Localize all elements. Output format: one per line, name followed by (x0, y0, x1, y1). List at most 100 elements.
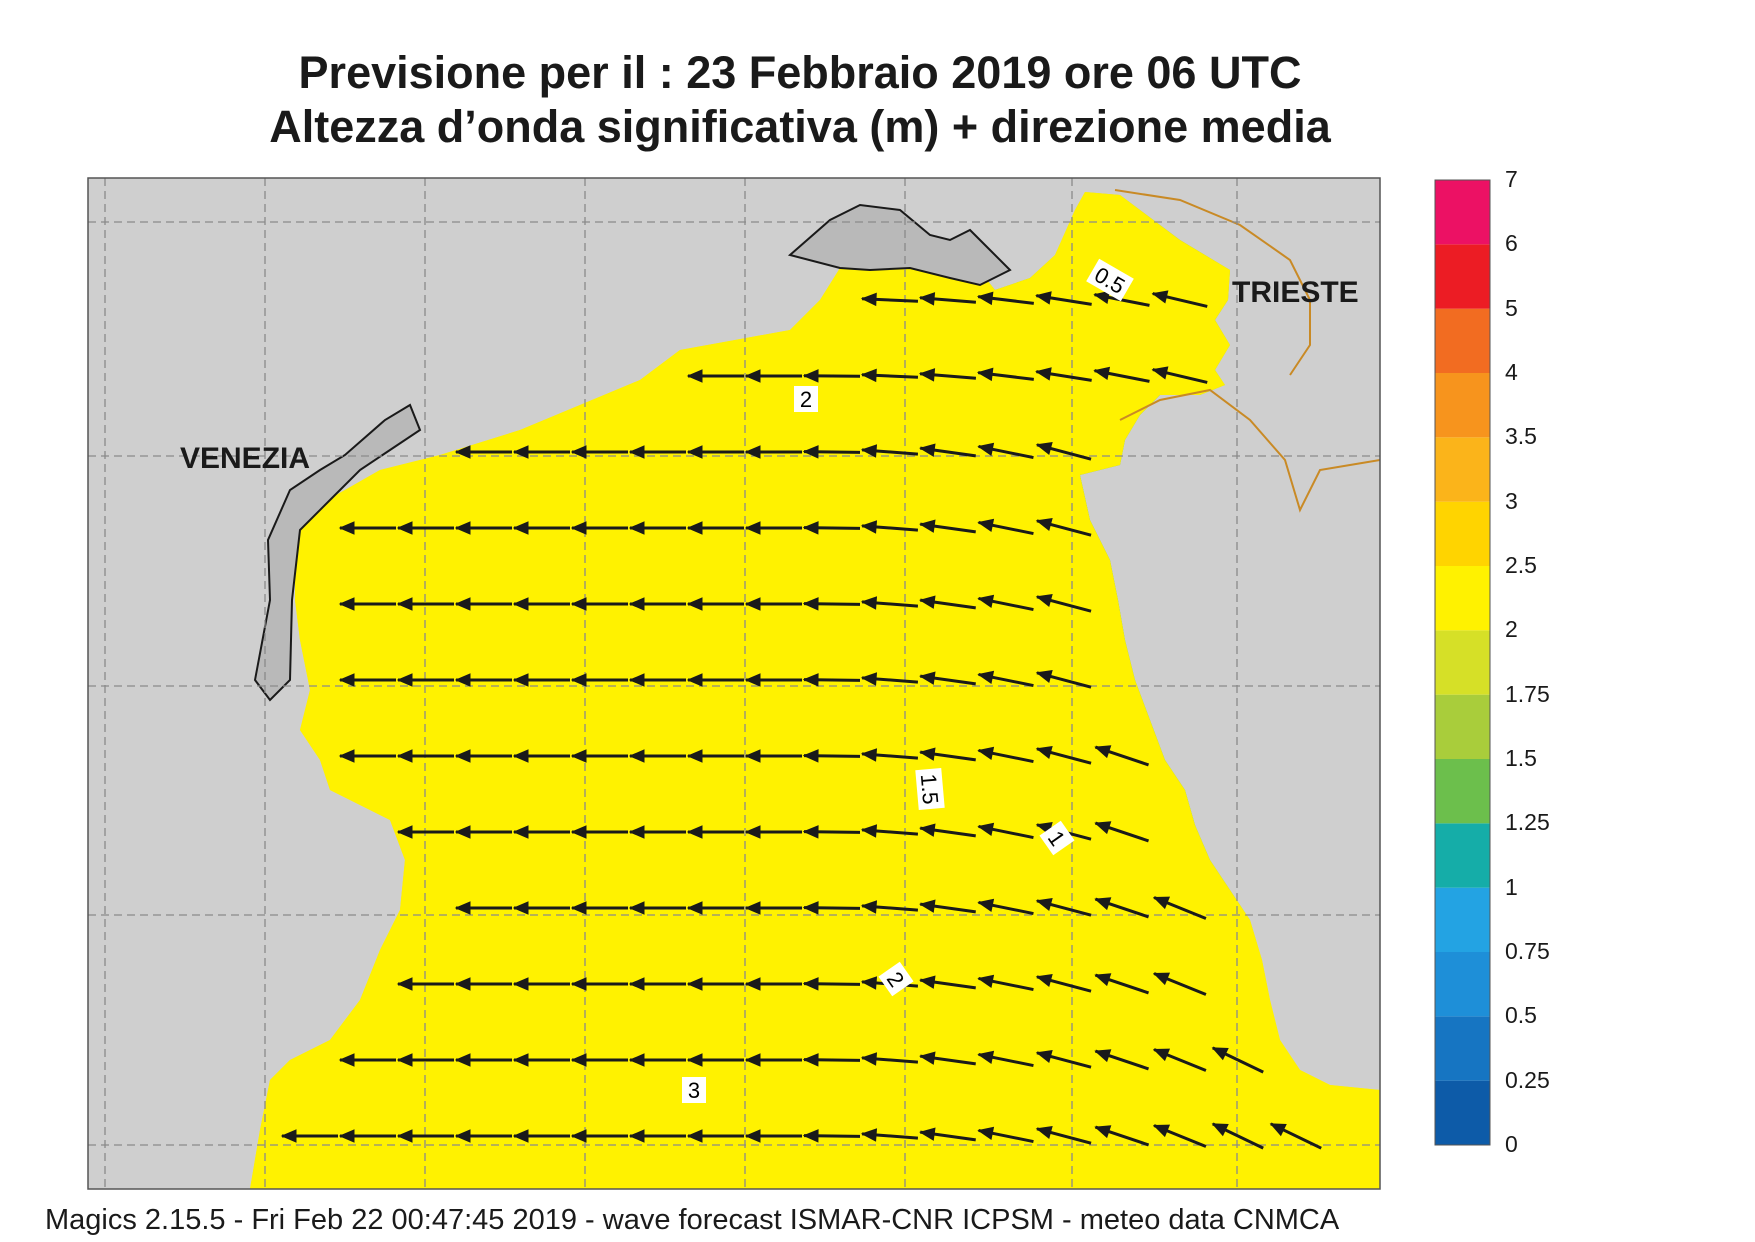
arrow-head (1035, 291, 1052, 305)
arrow-head (860, 824, 878, 838)
arrow-head (919, 1127, 936, 1141)
arrow-head (454, 445, 471, 459)
arrow-head (454, 1129, 471, 1143)
direction-arrows (280, 290, 1322, 1150)
colorbar-tick-label: 0.25 (1505, 1066, 1550, 1093)
colorbar-segment (1435, 952, 1490, 1017)
arrow-head (860, 444, 878, 458)
map-area: 0.5 2 1.5 1 2 3 VENEZIA (88, 178, 1380, 1189)
arrow-head (454, 521, 471, 535)
arrow-head (802, 749, 819, 763)
arrow-head (1035, 897, 1053, 912)
arrow-head (338, 749, 355, 763)
arrow-head (338, 521, 355, 535)
arrow-head (744, 825, 761, 839)
arrow-head (977, 1126, 995, 1140)
arrow-head (860, 292, 877, 307)
colorbar (1434, 179, 1491, 1146)
arrow-head (1094, 1125, 1112, 1139)
arrow-head (512, 749, 529, 763)
arrow-head (744, 749, 761, 763)
arrow-head (1211, 1123, 1229, 1137)
colorbar-segment (1435, 180, 1490, 245)
colorbar-tick-label: 2 (1505, 616, 1518, 643)
arrow-head (860, 520, 878, 534)
arrow-head (686, 369, 703, 383)
arrow-head (802, 1129, 819, 1143)
arrow-head (744, 1129, 761, 1143)
colorbar-segment (1435, 630, 1490, 695)
arrow-head (570, 597, 587, 611)
arrow-head (1094, 821, 1112, 835)
arrow-head (1035, 745, 1053, 760)
colorbar-tick-label: 0.75 (1505, 938, 1550, 964)
arrow-head (628, 673, 645, 687)
svg-text:3: 3 (688, 1078, 700, 1103)
arrow-head (860, 672, 878, 686)
arrow-head (686, 977, 703, 991)
arrow-head (802, 597, 819, 611)
arrow-head (860, 900, 878, 914)
arrow-head (396, 825, 413, 839)
arrow-head (396, 977, 413, 991)
arrow-head (454, 825, 471, 839)
arrow-head (396, 673, 413, 687)
svg-text:2: 2 (800, 387, 812, 412)
arrow-head (977, 746, 995, 760)
arrow-head (686, 825, 703, 839)
arrow-head (802, 521, 819, 535)
arrow-head (628, 1129, 645, 1143)
colorbar-segment (1435, 308, 1490, 373)
arrow-head (628, 597, 645, 611)
arrow-head (512, 1053, 529, 1067)
colorbar-segment (1435, 373, 1490, 438)
arrow-head (396, 1053, 413, 1067)
arrow-head (570, 825, 587, 839)
arrow-head (860, 1052, 878, 1066)
arrow-head (512, 445, 529, 459)
arrow-head (570, 673, 587, 687)
arrow-head (977, 822, 995, 836)
colorbar-tick-label: 1 (1505, 873, 1518, 900)
arrow-head (1152, 1048, 1171, 1062)
contour-label: 3 (682, 1077, 706, 1103)
arrow-head (919, 671, 936, 685)
arrow-head (628, 445, 645, 459)
arrow-head (454, 977, 471, 991)
arrow-head (280, 1129, 297, 1143)
colorbar-frame (1434, 179, 1491, 1146)
arrow-head (512, 673, 529, 687)
arrow-head (512, 597, 529, 611)
arrow-head (860, 748, 878, 762)
arrow-head (977, 670, 995, 684)
arrow-head (454, 901, 471, 915)
arrow-head (976, 367, 994, 382)
arrow-head (454, 749, 471, 763)
arrow-head (1093, 290, 1111, 305)
arrow-head (570, 445, 587, 459)
arrow-head (802, 901, 819, 915)
arrow-head (512, 901, 529, 915)
arrow-head (1152, 1124, 1171, 1138)
arrow-head (570, 1053, 587, 1067)
colorbar-tick-label: 6 (1505, 230, 1518, 257)
arrow-head (1151, 366, 1169, 380)
arrow-head (1151, 290, 1169, 304)
arrow-head (1035, 973, 1053, 988)
arrow-head (977, 1050, 995, 1064)
arrow-head (1094, 973, 1112, 987)
arrow-head (686, 1129, 703, 1143)
map-frame (87, 177, 1381, 1190)
arrow-head (802, 369, 819, 383)
arrow-head (686, 1053, 703, 1067)
arrow-head (338, 1129, 355, 1143)
arrow-head (1152, 972, 1171, 986)
arrow-head (570, 1129, 587, 1143)
arrow-head (1094, 1049, 1112, 1063)
arrow-head (919, 747, 936, 761)
arrow-head (919, 823, 936, 837)
arrow-head (744, 445, 761, 459)
arrow-head (628, 825, 645, 839)
colorbar-segment (1435, 823, 1490, 888)
